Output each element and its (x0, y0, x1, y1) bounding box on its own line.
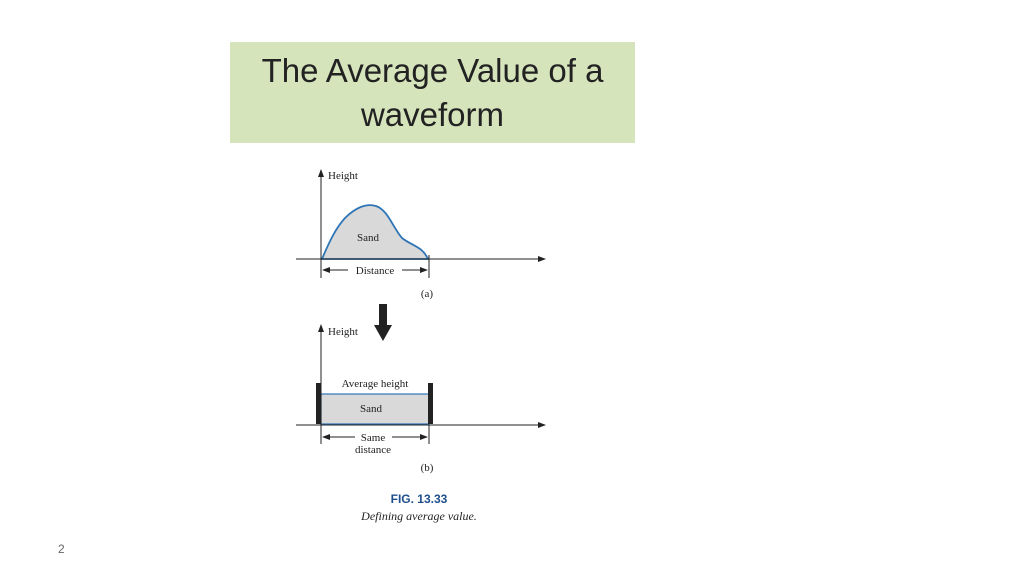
same-label: Same (361, 432, 386, 444)
caption-a: (a) (421, 288, 434, 300)
transform-down-arrow-icon (374, 304, 392, 341)
panel-a: Height Sand Distance (a) (296, 169, 546, 300)
slide-title: The Average Value of a waveform (230, 42, 635, 143)
slide-title-line-1: The Average Value of a (261, 51, 604, 89)
slide-title-line-2: waveform (360, 95, 505, 133)
sand-average-rect (320, 393, 430, 425)
figure-caption: Defining average value. (360, 509, 477, 523)
figure-number: FIG. 13.33 (391, 492, 448, 506)
slide-number: 2 (58, 542, 65, 556)
distance-label-b: distance (355, 444, 391, 456)
right-post (428, 383, 433, 424)
caption-b: (b) (421, 462, 434, 474)
left-post (316, 383, 321, 424)
height-label-b: Height (328, 326, 358, 338)
average-height-label: Average height (342, 378, 409, 390)
panel-b: Height Average height Sand Same distance… (296, 324, 546, 474)
sand-label-a: Sand (357, 232, 380, 244)
height-label-a: Height (328, 170, 358, 182)
sand-curve-area (320, 204, 430, 260)
distance-label-a: Distance (356, 265, 395, 277)
sand-label-b: Sand (360, 403, 383, 415)
